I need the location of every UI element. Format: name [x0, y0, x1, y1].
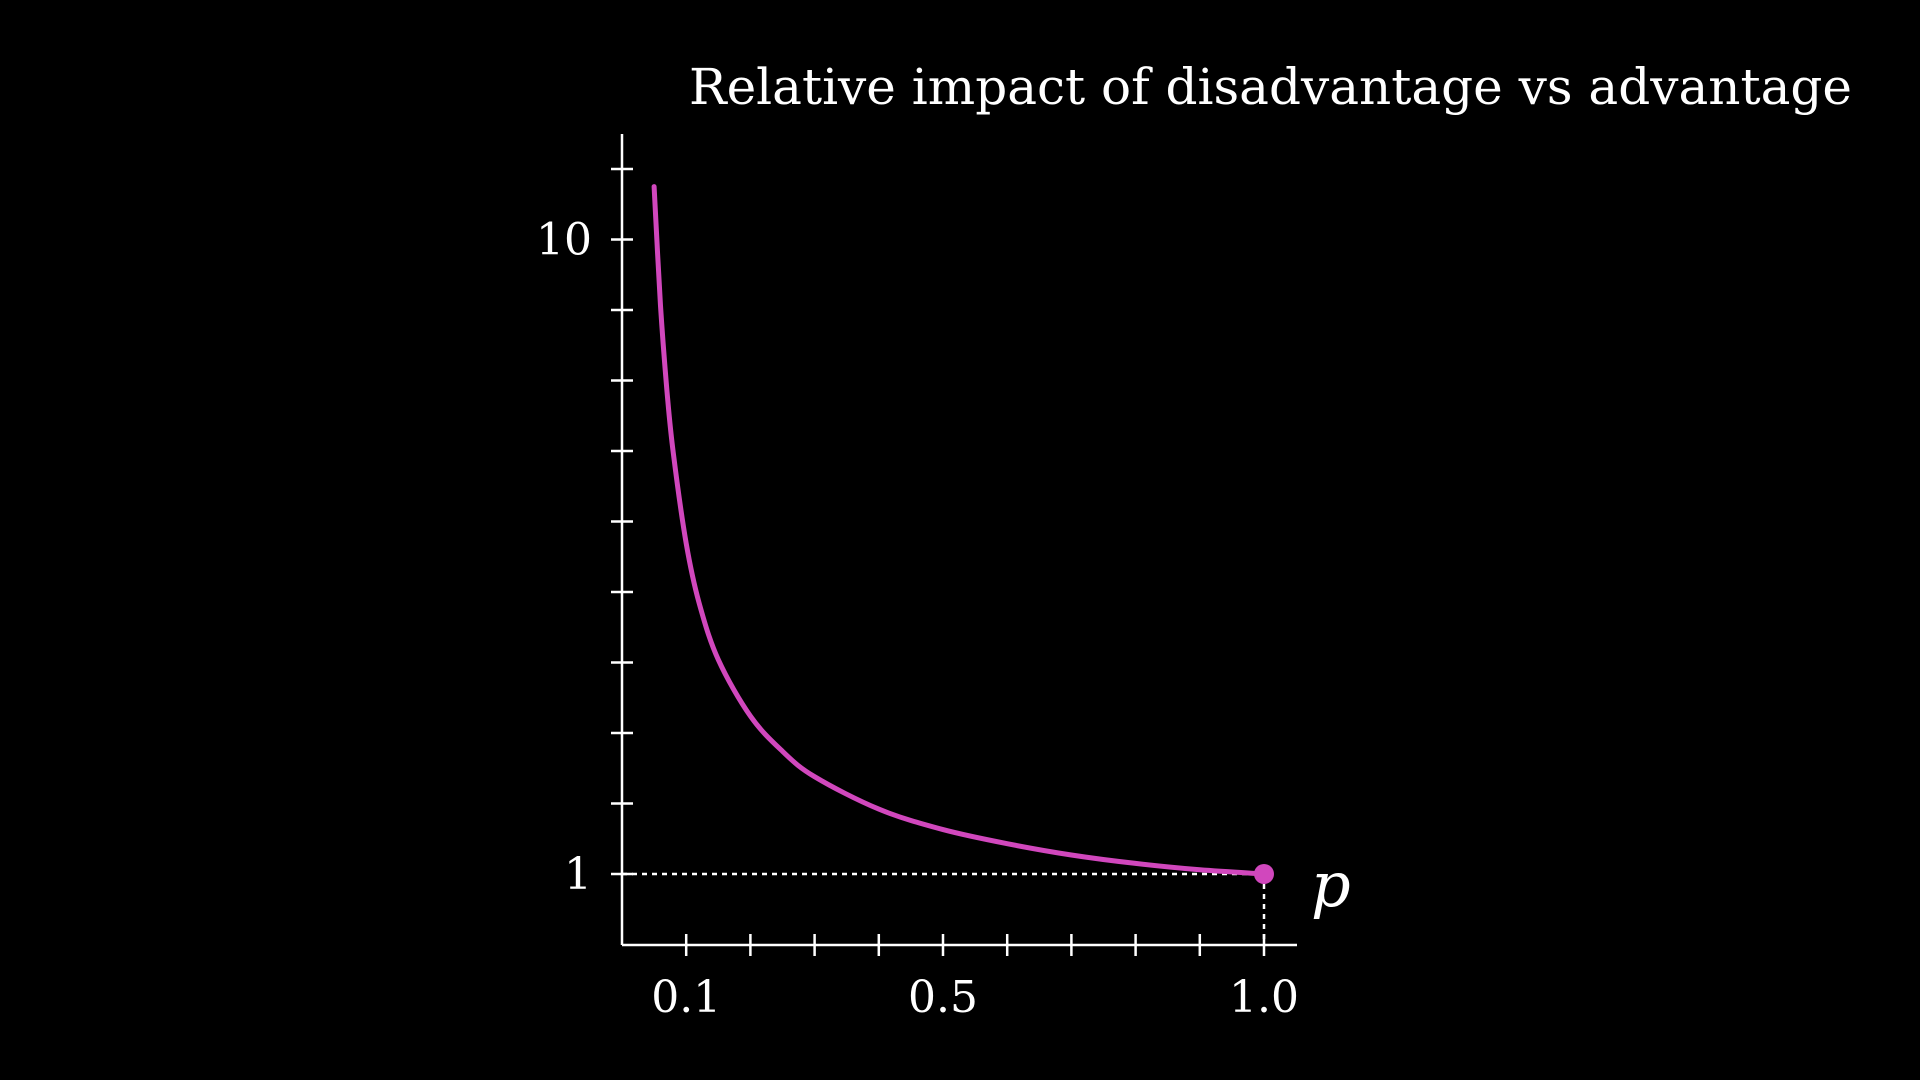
x-tick-label: 0.5 — [908, 972, 978, 1023]
y-tick-label: 10 — [536, 215, 592, 266]
x-tick-label: 0.1 — [651, 972, 721, 1023]
highlight-point — [1254, 864, 1274, 884]
chart-title: Relative impact of disadvantage vs advan… — [689, 58, 1852, 116]
curve-line — [651, 184, 1267, 877]
x-tick-label: 1.0 — [1229, 972, 1299, 1023]
y-tick-label: 1 — [564, 849, 592, 900]
x-axis-label: p — [1311, 848, 1351, 921]
